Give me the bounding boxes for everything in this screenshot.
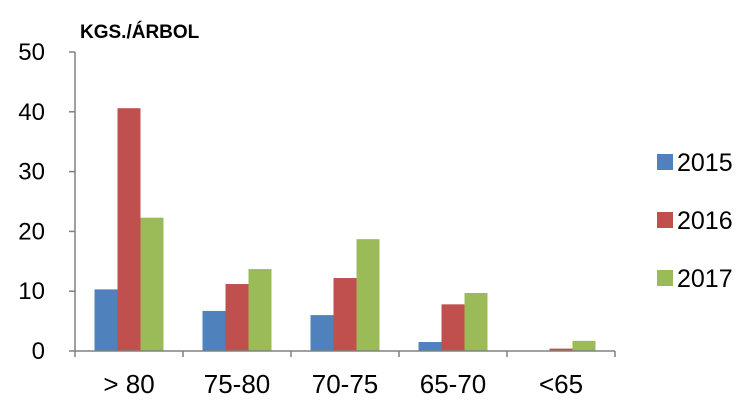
bar-2016-4 xyxy=(549,348,573,351)
bar-2017-2 xyxy=(356,239,380,351)
bar-2016-3 xyxy=(441,304,465,351)
y-tick-label-2: 20 xyxy=(18,218,45,245)
y-axis-label: KGS./ÁRBOL xyxy=(80,21,200,43)
bar-2015-1 xyxy=(202,310,226,351)
x-tick-label-1: 75-80 xyxy=(204,369,271,399)
legend-label-2017: 2017 xyxy=(677,265,733,293)
bar-2016-1 xyxy=(225,284,249,351)
legend-swatch-2016 xyxy=(657,212,673,228)
y-tick-label-4: 40 xyxy=(18,99,45,126)
bar-2017-4 xyxy=(572,340,596,351)
y-tick-label-3: 30 xyxy=(18,159,45,186)
y-tick-label-5: 50 xyxy=(18,39,45,66)
x-tick-label-0: > 80 xyxy=(103,369,154,399)
bar-2017-3 xyxy=(464,292,488,351)
bar-2015-0 xyxy=(94,289,118,351)
y-tick-label-1: 10 xyxy=(18,278,45,305)
bar-2015-2 xyxy=(310,315,334,351)
x-tick-label-2: 70-75 xyxy=(312,369,379,399)
legend-label-2015: 2015 xyxy=(677,149,733,177)
bar-2017-1 xyxy=(248,269,272,351)
legend-label-2016: 2016 xyxy=(677,207,733,235)
plot-area: 0 10 20 30 40 50 > 80 75-80 70-75 65-70 <65 xyxy=(18,39,616,399)
bar-2015-3 xyxy=(418,342,442,351)
x-tick-label-3: 65-70 xyxy=(420,369,487,399)
bar-2016-2 xyxy=(333,278,357,351)
bar-2017-0 xyxy=(140,217,164,351)
legend-swatch-2015 xyxy=(657,154,673,170)
x-tick-label-4: <65 xyxy=(539,369,583,399)
bar-2016-0 xyxy=(117,108,141,352)
legend: 2015 2016 2017 xyxy=(657,149,733,293)
y-tick-label-0: 0 xyxy=(32,338,45,365)
legend-swatch-2017 xyxy=(657,270,673,286)
